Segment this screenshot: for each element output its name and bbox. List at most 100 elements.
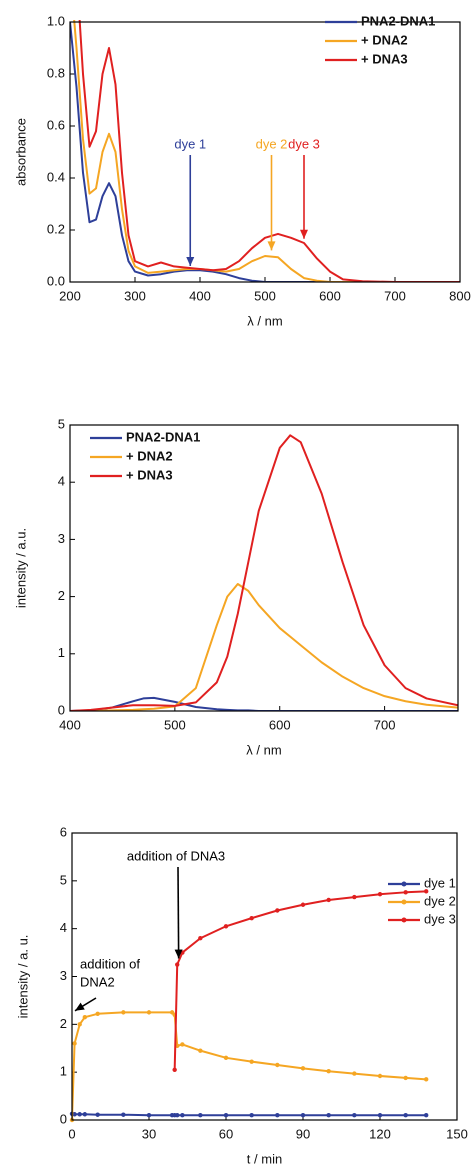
data-point bbox=[146, 1010, 152, 1015]
x-tick-label: 90 bbox=[296, 1126, 310, 1141]
y-tick-label: 0 bbox=[58, 702, 65, 717]
y-tick-label: 5 bbox=[60, 872, 67, 887]
y-tick-label: 4 bbox=[58, 474, 65, 489]
series-line bbox=[70, 434, 458, 711]
x-tick-label: 400 bbox=[189, 288, 211, 303]
annotation-text: dye 1 bbox=[174, 136, 206, 151]
data-point bbox=[223, 1055, 229, 1061]
data-point bbox=[403, 890, 408, 895]
y-tick-label: 0 bbox=[60, 1111, 67, 1126]
data-point bbox=[424, 889, 429, 894]
data-point bbox=[352, 894, 357, 900]
x-tick-label: 120 bbox=[369, 1126, 391, 1141]
data-point bbox=[300, 1066, 306, 1071]
arrow-head bbox=[186, 257, 195, 266]
data-point bbox=[424, 1077, 429, 1082]
legend-label: PNA2-DNA1 bbox=[126, 429, 200, 444]
legend-marker bbox=[401, 917, 407, 923]
data-point bbox=[424, 1113, 429, 1118]
data-point bbox=[198, 936, 203, 941]
data-point bbox=[275, 908, 280, 913]
annotation-text: dye 2 bbox=[256, 136, 288, 151]
legend-label: PNA2-DNA1 bbox=[361, 13, 435, 28]
arrow-head bbox=[174, 949, 183, 959]
y-tick-label: 0.8 bbox=[47, 65, 65, 80]
data-point bbox=[275, 1062, 280, 1068]
y-tick-label: 1 bbox=[60, 1064, 67, 1079]
arrow-head bbox=[300, 229, 308, 239]
data-point bbox=[198, 1113, 203, 1118]
annotation-text: DNA2 bbox=[80, 974, 115, 989]
data-point bbox=[121, 1112, 126, 1117]
data-point bbox=[326, 1113, 331, 1118]
series-line bbox=[70, 21, 460, 282]
x-tick-label: 700 bbox=[374, 717, 396, 732]
series-line bbox=[78, 20, 460, 282]
annotation-text: addition of DNA3 bbox=[127, 848, 225, 863]
x-tick-label: 500 bbox=[164, 717, 186, 732]
data-point bbox=[95, 1112, 100, 1117]
data-point bbox=[198, 1048, 203, 1053]
data-point bbox=[300, 902, 306, 907]
data-point bbox=[352, 1071, 357, 1076]
data-point bbox=[249, 1059, 254, 1064]
data-point bbox=[146, 1113, 152, 1118]
data-point bbox=[121, 1010, 126, 1015]
y-tick-label: 0.0 bbox=[47, 273, 65, 288]
y-axis-label: absorbance bbox=[13, 118, 28, 186]
annotation-text: dye 3 bbox=[288, 136, 320, 151]
y-tick-label: 2 bbox=[58, 588, 65, 603]
arrow-head bbox=[75, 1002, 85, 1011]
data-point bbox=[377, 892, 383, 897]
plot-frame bbox=[71, 832, 458, 1121]
data-point bbox=[249, 915, 254, 921]
data-point bbox=[175, 962, 180, 967]
plot-frame bbox=[69, 424, 459, 712]
legend-label: + DNA3 bbox=[126, 467, 173, 482]
legend-label: dye 2 bbox=[424, 893, 456, 908]
y-tick-label: 1 bbox=[58, 645, 65, 660]
y-tick-label: 1.0 bbox=[47, 13, 65, 28]
y-axis-label: intensity / a.u. bbox=[13, 528, 28, 608]
data-point bbox=[95, 1011, 100, 1017]
series-line bbox=[70, 583, 458, 711]
annotation-text: addition of bbox=[80, 956, 140, 971]
data-point bbox=[403, 1113, 408, 1118]
legend-label: dye 3 bbox=[424, 911, 456, 926]
data-point bbox=[377, 1113, 383, 1118]
x-tick-label: 500 bbox=[254, 288, 276, 303]
data-point bbox=[249, 1113, 254, 1118]
legend-label: dye 1 bbox=[424, 875, 456, 890]
data-point bbox=[223, 1113, 229, 1118]
x-tick-label: 800 bbox=[449, 288, 471, 303]
series-line bbox=[72, 1011, 427, 1120]
x-axis-label: λ / nm bbox=[247, 313, 282, 328]
y-axis-label: intensity / a. u. bbox=[15, 935, 30, 1019]
data-point bbox=[72, 1112, 77, 1117]
data-point bbox=[352, 1113, 357, 1118]
x-axis-label: t / min bbox=[247, 1151, 282, 1166]
x-tick-label: 200 bbox=[59, 288, 81, 303]
data-point bbox=[377, 1073, 383, 1079]
data-point bbox=[72, 1041, 77, 1046]
y-tick-label: 4 bbox=[60, 920, 67, 935]
y-tick-label: 3 bbox=[60, 968, 67, 983]
data-point bbox=[180, 1113, 185, 1118]
x-tick-label: 600 bbox=[269, 717, 291, 732]
data-point bbox=[403, 1075, 408, 1081]
data-point bbox=[82, 1014, 88, 1020]
data-point bbox=[300, 1113, 306, 1118]
legend-label: + DNA2 bbox=[126, 448, 173, 463]
x-tick-label: 300 bbox=[124, 288, 146, 303]
legend-label: + DNA3 bbox=[361, 51, 408, 66]
x-tick-label: 700 bbox=[384, 288, 406, 303]
arrow-head bbox=[267, 241, 276, 251]
data-point bbox=[77, 1022, 82, 1027]
data-point bbox=[326, 1069, 331, 1074]
y-tick-label: 5 bbox=[58, 416, 65, 431]
y-tick-label: 0.2 bbox=[47, 221, 65, 236]
data-point bbox=[77, 1112, 82, 1117]
legend-label: + DNA2 bbox=[361, 32, 408, 47]
data-point bbox=[180, 1042, 185, 1047]
